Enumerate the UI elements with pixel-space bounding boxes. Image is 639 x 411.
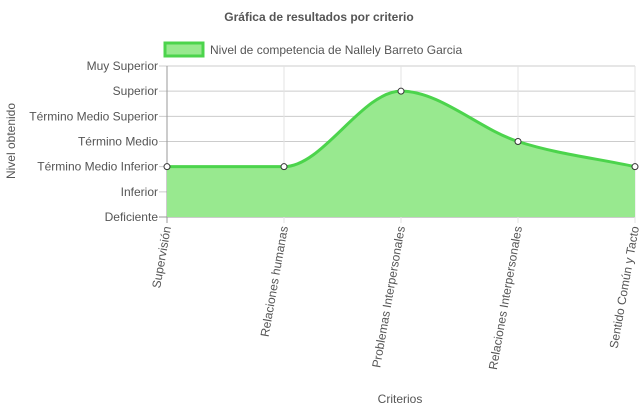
chart-title: Gráfica de resultados por criterio [224, 10, 413, 24]
y-axis-title: Nivel obtenido [4, 103, 18, 179]
legend-label: Nivel de competencia de Nallely Barreto … [210, 43, 462, 57]
legend-swatch [163, 41, 205, 58]
y-tick-label: Muy Superior [87, 59, 158, 73]
data-point[interactable] [397, 87, 405, 95]
x-axis-ticks: Supervisión Relaciones humanas Problemas I… [149, 225, 639, 371]
x-tick-label: Relaciones Interpersonales [486, 225, 525, 371]
series-area [167, 91, 635, 217]
series-layer [163, 87, 639, 217]
y-tick-label: Deficiente [105, 210, 159, 224]
x-tick-label: Relaciones humanas [258, 225, 291, 338]
x-tick-label: Problemas Interpersonales [369, 225, 408, 369]
data-point[interactable] [280, 163, 288, 171]
y-tick-label: Término Medio Inferior [37, 160, 158, 174]
y-tick-label: Término Medio Superior [29, 109, 158, 123]
data-point[interactable] [163, 163, 171, 171]
data-point[interactable] [631, 163, 639, 171]
y-axis-ticks: Deficiente Inferior Término Medio Inferior… [29, 59, 158, 224]
x-axis-title: Criterios [378, 392, 423, 406]
data-point[interactable] [514, 138, 522, 145]
x-tick-label: Supervisión [149, 225, 174, 289]
legend[interactable]: Nivel de competencia de Nallely Barreto … [163, 41, 462, 58]
x-tick-label: Sentido Común y Tacto [607, 225, 639, 350]
y-tick-label: Inferior [121, 185, 158, 199]
y-tick-label: Superior [113, 84, 158, 98]
y-tick-label: Término Medio [78, 135, 158, 149]
